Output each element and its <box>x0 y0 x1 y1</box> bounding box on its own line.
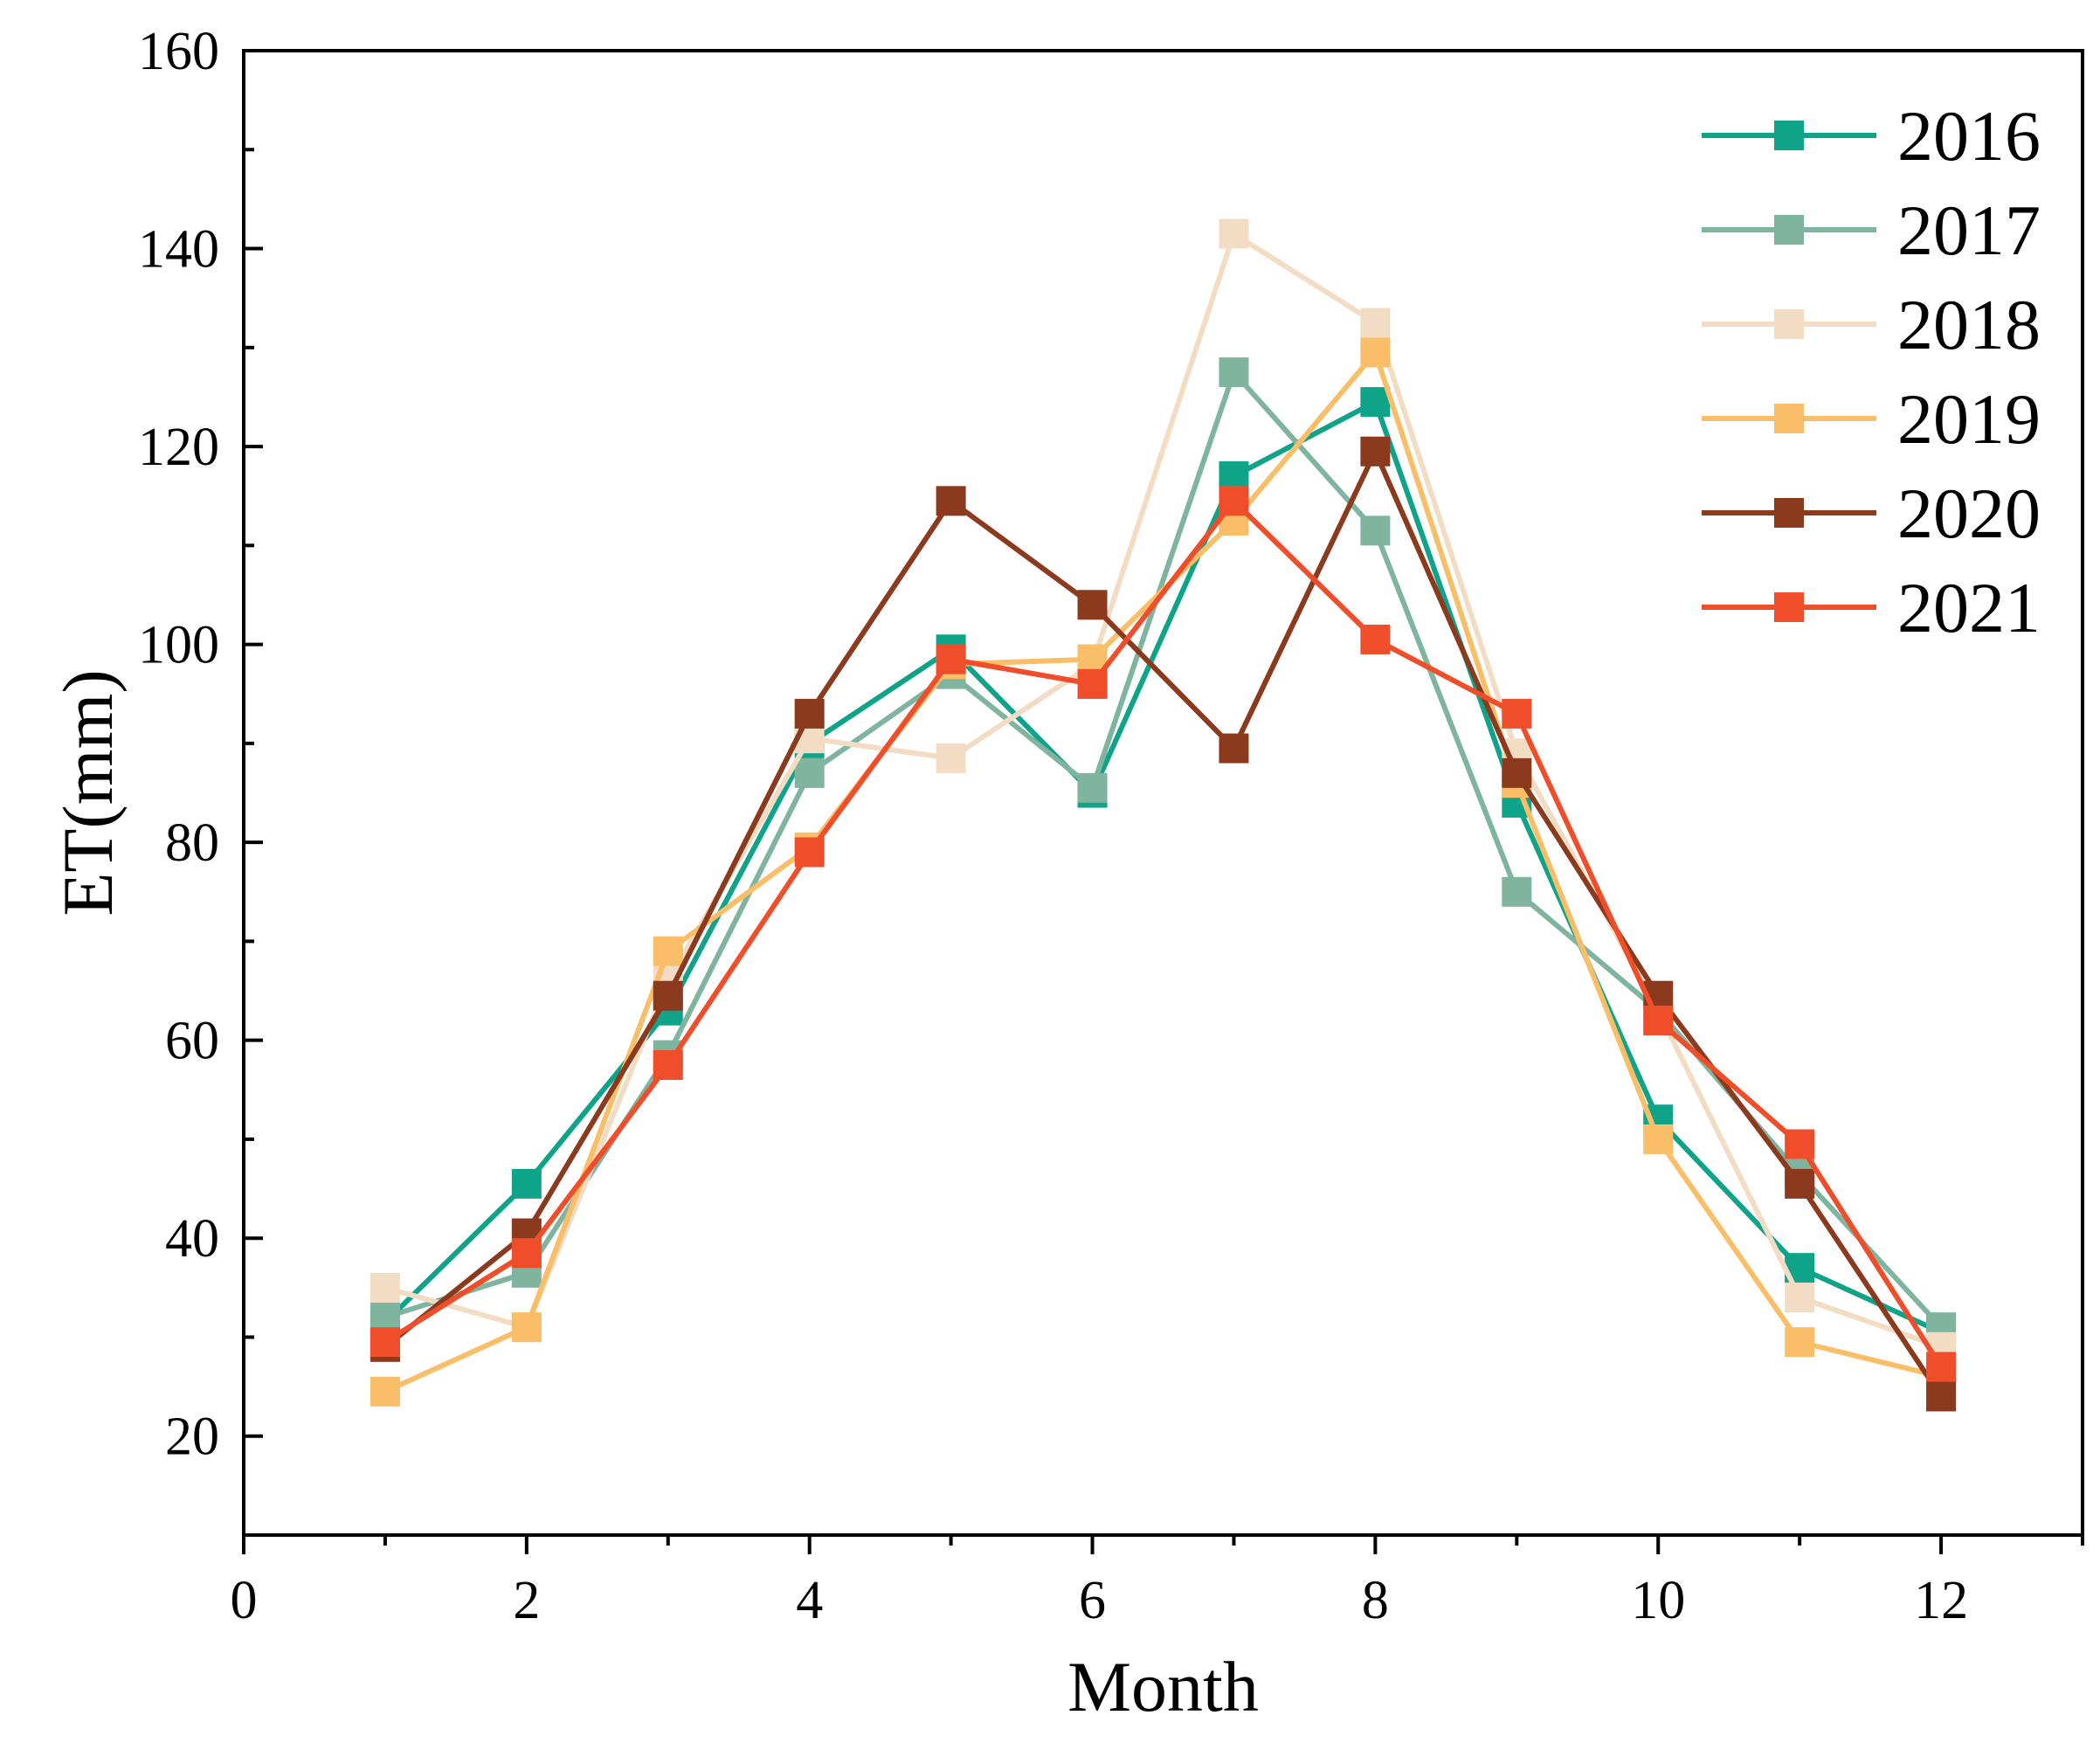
data-point <box>1219 218 1249 249</box>
series-line <box>384 231 1943 1350</box>
data-point <box>1785 1129 1815 1159</box>
legend-marker <box>1774 121 1804 150</box>
data-point <box>1785 1327 1815 1358</box>
data-point <box>1785 1168 1815 1199</box>
legend-label: 2021 <box>1897 568 2041 647</box>
x-axis: 0 2 4 6 8 10 12 <box>231 1535 2084 1630</box>
x-tick-label: 0 <box>231 1571 258 1630</box>
legend-item: 2016 <box>1702 96 2041 176</box>
data-point <box>1360 308 1391 338</box>
legend-item: 2017 <box>1702 190 2041 270</box>
data-point <box>936 743 966 773</box>
legend-item: 2020 <box>1702 474 2041 553</box>
data-point <box>370 1272 400 1303</box>
legend-marker <box>1774 309 1804 339</box>
y-axis: 20 40 60 80 100 120 140 160 <box>138 22 263 1537</box>
series-2017 <box>370 357 1957 1343</box>
y-tick-label: 20 <box>165 1408 219 1467</box>
data-point <box>794 757 825 788</box>
legend-marker <box>1774 404 1804 433</box>
series-2016 <box>370 387 1957 1347</box>
series-line <box>383 448 1944 1399</box>
data-point <box>1077 668 1108 699</box>
data-point <box>1360 387 1391 418</box>
series-line <box>383 498 1944 1369</box>
data-point <box>1077 772 1108 803</box>
data-point <box>1502 698 1532 729</box>
data-point <box>1926 1352 1957 1382</box>
data-point <box>511 1238 542 1269</box>
data-point <box>1219 357 1249 388</box>
y-tick-label: 140 <box>138 220 219 280</box>
legend-marker <box>1774 215 1804 245</box>
data-point <box>1643 1006 1674 1036</box>
data-point <box>794 698 825 729</box>
y-axis-title: ET(mm) <box>48 669 128 916</box>
legend-label: 2017 <box>1897 190 2041 270</box>
data-point <box>653 980 683 1011</box>
x-tick-label: 12 <box>1914 1571 1968 1630</box>
data-point <box>1360 515 1391 546</box>
legend-item: 2018 <box>1702 285 2041 364</box>
x-tick-label: 10 <box>1631 1571 1685 1630</box>
y-tick-label: 40 <box>165 1209 219 1269</box>
y-tick-label: 100 <box>138 616 219 675</box>
data-point <box>794 837 825 868</box>
series-2018 <box>370 218 1957 1362</box>
data-point <box>1926 1381 1957 1412</box>
series-2021 <box>370 486 1957 1382</box>
data-point <box>511 1168 542 1199</box>
data-point <box>1219 486 1249 516</box>
data-point <box>1360 436 1391 467</box>
data-point <box>936 486 966 516</box>
data-point <box>1502 876 1532 907</box>
data-point <box>511 1312 542 1343</box>
data-point <box>1785 1283 1815 1313</box>
legend-marker <box>1774 498 1804 528</box>
data-point <box>1077 590 1108 620</box>
legend-item: 2021 <box>1702 568 2041 647</box>
y-tick-label: 120 <box>138 418 219 477</box>
series-line <box>383 399 1943 1335</box>
legend-marker <box>1774 592 1804 622</box>
series-layer <box>370 218 1957 1412</box>
data-point <box>653 936 683 966</box>
data-point <box>653 1049 683 1080</box>
x-tick-label: 2 <box>513 1571 540 1630</box>
data-point <box>370 1376 400 1407</box>
legend-item: 2019 <box>1702 379 2041 459</box>
legend-label: 2016 <box>1897 96 2041 176</box>
legend-label: 2018 <box>1897 285 2041 364</box>
x-axis-title: Month <box>1067 1647 1259 1726</box>
data-point <box>1643 1124 1674 1154</box>
data-point <box>1360 624 1391 654</box>
y-tick-label: 60 <box>165 1012 219 1071</box>
plot-frame <box>242 49 2084 1537</box>
y-tick-label: 80 <box>165 813 219 873</box>
data-point <box>370 1327 400 1358</box>
x-tick-label: 8 <box>1362 1571 1389 1630</box>
data-point <box>1219 733 1249 764</box>
legend-label: 2019 <box>1897 379 2041 459</box>
legend: 2016 2017 2018 2019 2020 2021 <box>1702 96 2041 647</box>
y-tick-label: 160 <box>138 22 219 81</box>
data-point <box>936 644 966 674</box>
x-tick-label: 4 <box>796 1571 823 1630</box>
series-2019 <box>370 337 1957 1407</box>
data-point <box>1502 757 1532 788</box>
legend-label: 2020 <box>1897 474 2041 553</box>
data-point <box>1360 337 1391 368</box>
series-line <box>383 349 1942 1394</box>
series-line <box>384 370 1944 1330</box>
x-tick-label: 6 <box>1079 1571 1106 1630</box>
